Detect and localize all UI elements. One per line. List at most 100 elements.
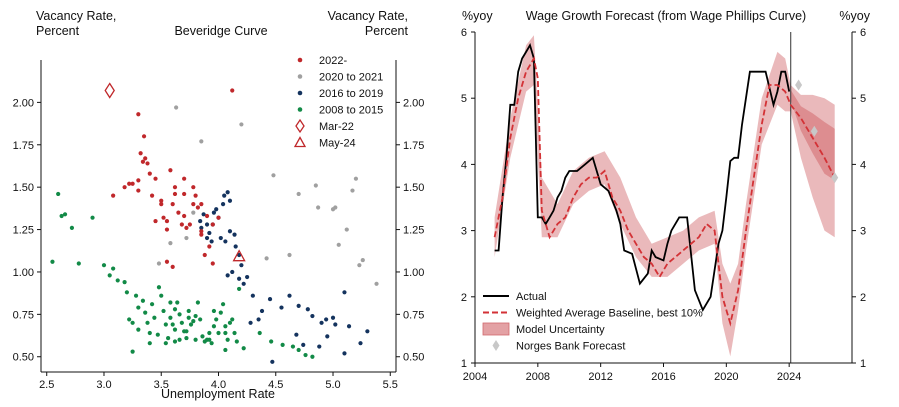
bev-point-c2022 (153, 218, 158, 224)
bev-point-c2008 (136, 327, 141, 332)
bev-point-c2016 (330, 315, 336, 320)
bev-point-may24-triangle (232, 249, 246, 262)
wage-xtick-label: 2016 (651, 371, 675, 383)
wage-plot (493, 32, 839, 363)
bev-point-c2008 (241, 346, 246, 351)
bev-point-c2016 (204, 222, 210, 227)
bev-point-c2008 (69, 225, 75, 230)
bev-point-c2008 (155, 332, 160, 337)
bev-point-c2022 (122, 185, 127, 190)
bev-point-c2016 (225, 273, 230, 278)
left-ylabel-line1: Vacancy Rate, (36, 9, 116, 23)
bev-point-c2022 (193, 193, 198, 198)
bev-point-c2020 (330, 207, 336, 212)
bev-xtick-label: 3.5 (154, 379, 169, 391)
bev-point-c2022 (210, 222, 215, 227)
bev-ytick-label-left: 2.00 (13, 97, 34, 109)
bev-point-c2022 (199, 232, 204, 237)
bev-legend-label: Mar-22 (319, 121, 354, 133)
bev-xtick-label: 4.5 (268, 379, 283, 391)
bev-point-c2022 (170, 202, 175, 207)
bev-xtick-label: 5.0 (325, 379, 340, 391)
bev-point-c2016 (279, 305, 284, 310)
wage-legend-label: Weighted Average Baseline, best 10% (516, 308, 703, 320)
bev-point-c2022 (195, 205, 200, 210)
bev-point-c2008 (147, 341, 152, 346)
bev-point-c2022 (191, 185, 196, 190)
bev-point-c2008 (177, 337, 182, 342)
bev-point-c2016 (342, 290, 347, 295)
wage-ytick-label-right: 6 (860, 27, 866, 39)
bev-point-c2008 (211, 324, 217, 329)
bev-point-c2022 (147, 171, 152, 176)
actual-line (494, 42, 791, 313)
bev-point-c2022 (207, 244, 212, 249)
bev-point-c2008 (127, 317, 132, 322)
bev-point-c2022 (199, 202, 204, 207)
bev-point-c2022 (230, 88, 235, 93)
wage-legend: Actual Weighted Average Baseline, best 10… (482, 291, 703, 353)
bev-point-c2016 (365, 329, 370, 334)
bev-point-c2022 (130, 181, 135, 186)
bev-point-c2008 (62, 212, 68, 217)
bev-point-c2022 (164, 227, 170, 232)
bev-point-c2008 (290, 344, 296, 349)
bev-point-c2016 (325, 334, 330, 339)
bev-point-c2016 (230, 269, 235, 275)
bev-point-c2008 (269, 339, 274, 344)
bev-point-c2008 (147, 330, 152, 336)
wage-legend-label: Model Uncertainty (516, 324, 605, 336)
bev-point-c2016 (225, 190, 230, 195)
bev-legend-marker (297, 57, 303, 63)
bev-point-c2020 (316, 205, 321, 210)
bev-point-c2016 (333, 322, 338, 327)
bev-ytick-label-right: 1.75 (403, 140, 424, 152)
bev-point-c2016 (209, 239, 214, 244)
bev-point-c2022 (145, 161, 150, 166)
bev-point-c2008 (216, 330, 221, 336)
bev-point-c2020 (287, 252, 292, 258)
bev-point-c2008 (159, 293, 164, 298)
bev-point-c2008 (223, 324, 228, 329)
bev-point-c2008 (303, 352, 308, 358)
bev-point-c2008 (198, 317, 203, 322)
bev-legend: 2022- 2020 to 2021 2016 to 2019 2008 to 201… (293, 55, 383, 150)
bev-point-c2008 (168, 315, 173, 320)
bev-point-c2016 (199, 225, 204, 230)
bev-point-c2016 (211, 210, 217, 215)
bev-legend-label: 2008 to 2015 (319, 105, 383, 117)
bev-point-c2008 (209, 341, 214, 346)
bev-point-c2008 (296, 347, 301, 353)
bev-point-c2008 (170, 322, 175, 327)
bev-point-c2020 (199, 139, 204, 144)
bev-point-c2008 (230, 317, 235, 322)
bev-point-c2016 (248, 320, 253, 325)
bev-point-c2008 (232, 330, 237, 336)
wage-xtick-label: 2024 (777, 371, 801, 383)
bev-point-c2016 (256, 317, 261, 322)
bev-point-c2008 (207, 337, 212, 342)
bev-point-c2016 (270, 359, 275, 364)
bev-xtick-label: 2.5 (39, 379, 54, 391)
bev-point-c2022 (179, 222, 184, 227)
bev-point-c2020 (174, 105, 179, 110)
bev-point-c2022 (127, 181, 132, 186)
bev-point-c2022 (168, 168, 173, 173)
bev-point-c2022 (199, 229, 204, 234)
bev-point-c2008 (145, 320, 150, 325)
right-ylabel-line1: Vacancy Rate, (328, 9, 408, 23)
bev-xtick-label: 4.0 (211, 379, 226, 391)
bev-point-c2016 (218, 235, 223, 241)
bev-point-c2020 (271, 173, 276, 178)
bev-point-c2020 (360, 257, 365, 263)
bev-point-c2008 (218, 310, 223, 315)
bev-point-c2008 (152, 315, 157, 320)
bev-point-c2016 (227, 198, 233, 203)
wage-ytick-label-right: 1 (860, 358, 866, 370)
bev-point-c2022 (140, 159, 146, 164)
bev-point-c2022 (182, 176, 187, 181)
bev-point-c2008 (101, 263, 107, 268)
bev-point-c2016 (227, 229, 233, 234)
right-ylabel-line2: Percent (365, 24, 409, 38)
bev-legend-label: 2022- (319, 55, 347, 67)
